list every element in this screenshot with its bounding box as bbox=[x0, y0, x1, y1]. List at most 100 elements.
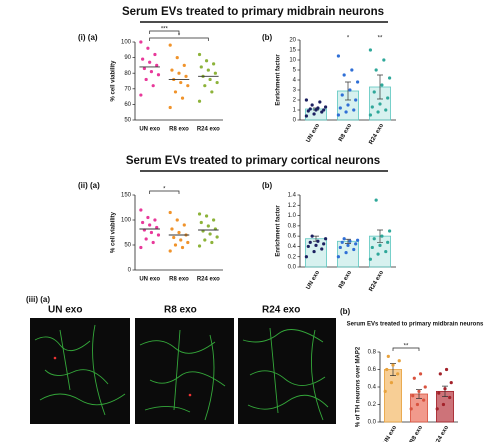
data-point bbox=[197, 212, 202, 216]
data-point bbox=[354, 98, 358, 102]
significance-bracket bbox=[392, 347, 420, 351]
x-tick-label: R24 exo bbox=[368, 123, 385, 146]
data-point bbox=[139, 40, 143, 44]
data-point bbox=[172, 235, 176, 240]
data-point bbox=[382, 58, 386, 62]
data-point bbox=[338, 106, 342, 110]
data-point bbox=[156, 233, 161, 237]
micrographs bbox=[30, 318, 336, 424]
data-point bbox=[175, 56, 179, 60]
significance-label: ** bbox=[404, 344, 409, 350]
y-tick-label: 0.2 bbox=[368, 402, 377, 408]
data-point bbox=[179, 80, 183, 85]
data-point bbox=[141, 220, 145, 225]
data-point bbox=[370, 105, 374, 109]
y-tick-label: 0.8 bbox=[368, 350, 377, 356]
data-point bbox=[444, 367, 449, 372]
red-cell bbox=[188, 393, 192, 397]
data-point bbox=[142, 66, 146, 71]
data-point bbox=[348, 239, 352, 243]
data-point bbox=[422, 398, 426, 402]
data-point bbox=[182, 223, 186, 227]
data-point bbox=[148, 223, 152, 227]
data-point bbox=[312, 249, 316, 254]
data-point bbox=[386, 354, 390, 358]
data-point bbox=[441, 402, 446, 407]
x-tick-label: R24 exo bbox=[197, 127, 220, 133]
data-point bbox=[175, 218, 179, 222]
data-point bbox=[316, 106, 320, 110]
y-tick-label: 0.0 bbox=[368, 420, 377, 426]
data-point bbox=[210, 90, 214, 94]
significance-label: * bbox=[178, 34, 181, 40]
data-point bbox=[141, 57, 145, 61]
data-point bbox=[156, 73, 161, 77]
data-point bbox=[177, 230, 181, 235]
data-point bbox=[316, 239, 320, 243]
y-tick-label: 100 bbox=[121, 40, 132, 46]
data-point bbox=[391, 363, 395, 367]
y-tick-label: 5 bbox=[293, 68, 297, 74]
y-tick-label: 70 bbox=[124, 86, 131, 92]
x-tick-label: UN exo bbox=[306, 122, 322, 143]
y-axis-label: % cell viability bbox=[111, 60, 117, 102]
data-point bbox=[139, 93, 143, 97]
data-point bbox=[212, 218, 216, 222]
data-point bbox=[310, 234, 314, 238]
data-point bbox=[170, 227, 174, 231]
heading: Serum EVs treated to primary cortical ne… bbox=[126, 155, 380, 167]
data-point bbox=[415, 402, 420, 407]
data-point bbox=[368, 257, 372, 261]
y-tick-label: 0 bbox=[128, 268, 132, 274]
data-point bbox=[186, 84, 190, 88]
y-tick-label: 0.6 bbox=[288, 234, 297, 240]
data-point bbox=[215, 235, 219, 239]
data-point bbox=[412, 376, 416, 380]
y-tick-label: 4 bbox=[293, 78, 297, 84]
panel-label: (i) (a) bbox=[78, 33, 98, 42]
significance-label: * bbox=[163, 187, 166, 193]
data-point bbox=[388, 229, 392, 233]
y-axis-label: % of TH neurons over MAP2 bbox=[356, 346, 362, 427]
data-point bbox=[144, 237, 148, 241]
data-point bbox=[153, 52, 157, 57]
heading: Serum EVs treated to primary midbrain ne… bbox=[122, 6, 384, 18]
x-tick-label: R8 exo bbox=[338, 270, 353, 290]
data-point bbox=[324, 105, 328, 109]
data-point bbox=[386, 96, 390, 100]
data-point bbox=[182, 63, 186, 67]
data-point bbox=[320, 247, 324, 251]
data-point bbox=[203, 84, 207, 88]
data-point bbox=[449, 381, 453, 385]
data-point bbox=[397, 359, 401, 363]
y-tick-label: 0.4 bbox=[288, 244, 297, 250]
data-point bbox=[173, 243, 178, 247]
data-point bbox=[208, 232, 212, 236]
data-point bbox=[336, 113, 340, 117]
data-point bbox=[306, 109, 310, 113]
x-tick-label: UN exo bbox=[383, 424, 399, 442]
data-point bbox=[179, 238, 183, 242]
data-point bbox=[368, 113, 372, 117]
y-tick-label: 1.2 bbox=[288, 203, 297, 209]
data-point bbox=[342, 237, 346, 241]
data-point bbox=[437, 391, 441, 395]
data-point bbox=[210, 240, 214, 245]
data-point bbox=[380, 234, 384, 238]
data-point bbox=[423, 385, 427, 389]
data-point bbox=[322, 242, 326, 246]
data-point bbox=[306, 244, 310, 249]
y-tick-label: 0.4 bbox=[368, 385, 377, 391]
data-point bbox=[144, 77, 148, 82]
data-point bbox=[350, 68, 354, 72]
y-tick-label: 1.4 bbox=[288, 193, 297, 199]
data-point bbox=[186, 240, 190, 245]
x-tick-label: R8 exo bbox=[169, 277, 189, 283]
data-point bbox=[352, 108, 356, 112]
image-label: R24 exo bbox=[262, 305, 300, 316]
y-tick-label: 20 bbox=[289, 38, 296, 44]
data-point bbox=[336, 54, 340, 58]
y-tick-label: 50 bbox=[124, 118, 131, 124]
x-tick-label: UN exo bbox=[306, 269, 322, 290]
y-axis-label: Enrichment factor bbox=[276, 54, 282, 106]
